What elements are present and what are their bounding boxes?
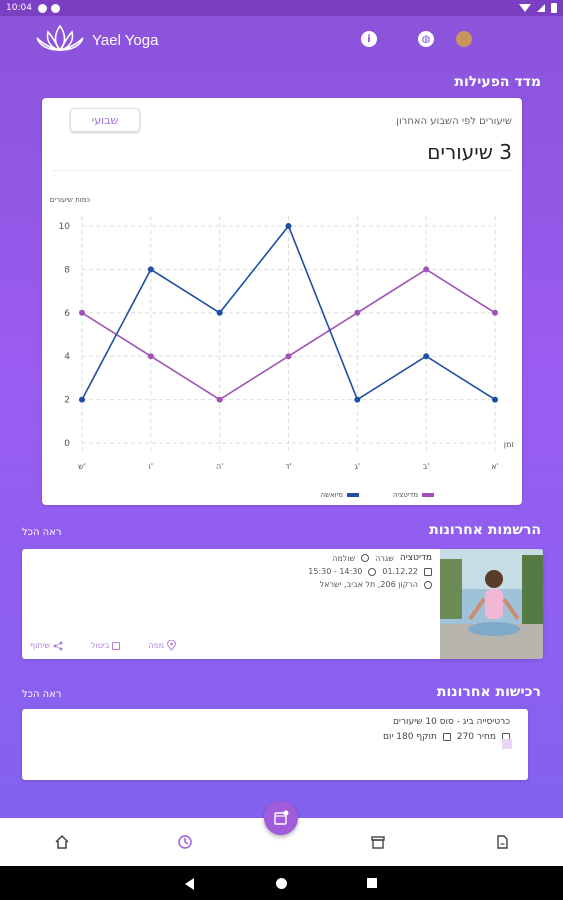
y-tick-label: 4 xyxy=(64,352,70,362)
cancel-label: ביטול xyxy=(91,641,110,650)
status-time: 10:04 xyxy=(6,3,32,13)
registration-actions: שיתוף ביטול מפה xyxy=(30,640,176,651)
class-type: שגרה xyxy=(375,553,394,563)
x-tick-label: ג' xyxy=(355,462,361,471)
x-tick-label: א' xyxy=(491,462,499,471)
y-tick-label: 2 xyxy=(64,396,70,406)
x-tick-label: ב' xyxy=(423,462,430,471)
purchase-validity: תוקף 180 יום xyxy=(382,732,437,742)
notification-icon-2 xyxy=(50,3,60,13)
data-point xyxy=(147,266,154,273)
wifi-icon xyxy=(519,4,531,12)
legend-label: מדיטציה xyxy=(393,491,418,499)
x-tick-label: ש' xyxy=(78,462,86,471)
calendar-add-icon xyxy=(274,810,289,825)
data-point xyxy=(216,309,223,316)
battery-icon xyxy=(551,3,557,13)
app-bar: Yael Yoga i ◍ xyxy=(0,16,563,66)
avatar[interactable] xyxy=(456,31,472,47)
y-tick-label: 8 xyxy=(64,265,70,275)
data-point xyxy=(79,396,85,403)
home-icon[interactable] xyxy=(54,834,70,850)
payment-status: שולמה xyxy=(332,553,356,563)
calendar-icon xyxy=(424,567,432,576)
lotus-logo-icon xyxy=(36,24,84,52)
data-point xyxy=(354,309,361,316)
registration-info: מדיטציה שגרה שולמה 01.12.22 14:30 - 15:3… xyxy=(308,553,432,593)
status-bar: 10:04 xyxy=(0,0,563,16)
purchase-card[interactable]: כרטיסייה ביג - סוס 10 שיעורים מחיר 270 ת… xyxy=(22,709,528,780)
class-time: 14:30 - 15:30 xyxy=(308,567,363,576)
data-point xyxy=(492,309,498,316)
info-icon[interactable]: i xyxy=(361,31,377,47)
registrations-see-all[interactable]: ראה הכל xyxy=(22,527,62,538)
map-pin-icon xyxy=(167,640,176,651)
registrations-title: הרשמות אחרונות xyxy=(429,522,541,538)
purchase-price: מחיר 270 xyxy=(456,732,496,742)
store-icon[interactable] xyxy=(370,834,386,850)
nav-curve xyxy=(215,818,348,840)
recents-icon[interactable] xyxy=(367,878,377,888)
class-name: מדיטציה xyxy=(399,553,432,563)
activity-title: מדד הפעילות xyxy=(454,74,541,90)
data-point xyxy=(423,353,430,360)
purchase-title: כרטיסייה ביג - סוס 10 שיעורים xyxy=(392,717,510,727)
document-icon[interactable] xyxy=(494,834,510,850)
location-icon xyxy=(424,580,432,589)
map-button[interactable]: מפה xyxy=(148,640,176,651)
notification-icon xyxy=(37,3,47,13)
back-icon[interactable] xyxy=(185,878,194,890)
data-point xyxy=(423,266,430,273)
purchase-badge-icon xyxy=(502,739,512,749)
x-tick-label: ה' xyxy=(216,462,223,471)
share-label: שיתוף xyxy=(30,641,51,650)
legend-label: מיואשה xyxy=(321,491,344,499)
clock-icon xyxy=(368,567,377,576)
purchase-info: כרטיסייה ביג - סוס 10 שיעורים מחיר 270 ת… xyxy=(383,717,510,747)
share-button[interactable]: שיתוף xyxy=(30,640,63,651)
activity-chart: 0 2 4 6 8 10 א' ב' ג' ד' ה' ו' ש' כמות שיעורים זמן מדיט… xyxy=(50,196,515,499)
x-tick-label: ו' xyxy=(149,462,153,471)
data-point xyxy=(492,396,498,403)
data-point xyxy=(285,223,292,229)
class-location: הרקון 206, תל אביב, ישראל xyxy=(319,580,418,589)
registration-card[interactable]: מדיטציה שגרה שולמה 01.12.22 14:30 - 15:3… xyxy=(22,549,543,659)
purchases-see-all[interactable]: ראה הכל xyxy=(22,689,62,700)
legend-swatch xyxy=(347,493,359,497)
x-tick-label: ד' xyxy=(285,462,292,471)
data-point xyxy=(79,309,85,316)
activity-card: שבועי שיעורים לפי השבוע האחרון 3 שיעורים… xyxy=(42,98,522,505)
y-tick-label: 6 xyxy=(64,309,70,319)
legend-swatch xyxy=(422,493,434,497)
share-icon xyxy=(53,641,63,650)
period-button[interactable]: שבועי xyxy=(70,108,140,132)
y-tick-label: 0 xyxy=(64,439,70,449)
map-label: מפה xyxy=(148,641,164,650)
class-date: 01.12.22 xyxy=(382,567,418,576)
data-point xyxy=(354,396,361,403)
yoga-photo xyxy=(440,549,543,659)
home-button-icon[interactable] xyxy=(276,878,287,889)
y-tick-label: 10 xyxy=(59,222,71,232)
cancel-button[interactable]: ביטול xyxy=(91,640,121,651)
globe-icon[interactable]: ◍ xyxy=(418,31,434,47)
calendar-icon xyxy=(442,733,451,741)
data-point xyxy=(285,353,292,360)
activity-subtitle: שיעורים לפי השבוע האחרון xyxy=(396,116,512,127)
calendar-cancel-icon xyxy=(112,641,121,650)
data-point xyxy=(147,353,154,360)
signal-icon xyxy=(537,4,545,12)
purchases-title: רכישות אחרונות xyxy=(436,684,541,700)
divider xyxy=(52,170,512,171)
paid-icon xyxy=(361,554,370,562)
activity-value: 3 שיעורים xyxy=(427,140,512,164)
calendar-fab-button[interactable] xyxy=(264,801,298,835)
x-axis-note: זמן xyxy=(504,440,515,449)
y-axis-label: כמות שיעורים xyxy=(50,196,90,204)
app-title: Yael Yoga xyxy=(92,32,159,49)
data-point xyxy=(216,396,223,403)
history-icon[interactable] xyxy=(177,834,193,850)
